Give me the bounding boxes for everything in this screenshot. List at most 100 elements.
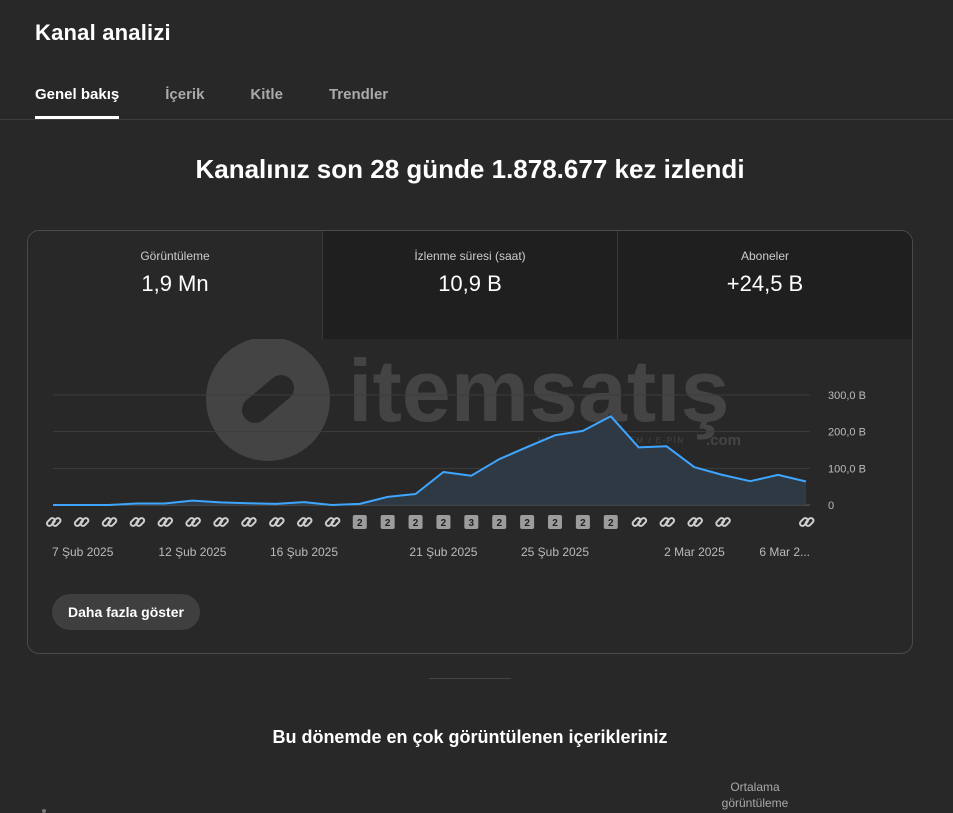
x-tick-label: 6 Mar 2... bbox=[759, 545, 810, 559]
video-count-badge-label: 2 bbox=[524, 518, 530, 529]
link-ring-icon bbox=[302, 517, 313, 527]
link-ring-icon bbox=[274, 517, 285, 527]
video-count-badge-bg bbox=[520, 515, 535, 529]
link-ring-icon bbox=[804, 517, 815, 527]
video-count-badge-label: 2 bbox=[608, 518, 614, 529]
link-ring-icon bbox=[665, 517, 676, 527]
overview-card: Görüntüleme 1,9 Mn İzlenme süresi (saat)… bbox=[27, 230, 913, 654]
tab-content[interactable]: İçerik bbox=[165, 86, 205, 103]
video-count-badge: 2 bbox=[436, 515, 451, 529]
watermark-brand: itemsatış bbox=[348, 341, 730, 440]
video-link-icon bbox=[715, 517, 731, 527]
metric-views-label: Görüntüleme bbox=[140, 249, 210, 263]
video-count-badge-label: 2 bbox=[385, 518, 391, 529]
video-link-icon bbox=[73, 517, 90, 527]
metric-subscribers[interactable]: Aboneler +24,5 B bbox=[617, 231, 912, 339]
tab-overview[interactable]: Genel bakış bbox=[35, 86, 120, 119]
video-count-badge-bg bbox=[548, 515, 562, 529]
watermark-logo-icon bbox=[206, 339, 330, 461]
video-count-badge: 2 bbox=[352, 515, 367, 529]
avg-views-header-line1: Ortalama bbox=[730, 780, 780, 794]
video-link-icon bbox=[129, 517, 146, 527]
y-tick-label: 300,0 B bbox=[828, 390, 866, 402]
x-tick-label: 2 Mar 2025 bbox=[664, 545, 725, 559]
video-link-icon bbox=[241, 517, 257, 527]
metric-watch-time-value: 10,9 B bbox=[438, 271, 502, 296]
link-ring-icon bbox=[246, 517, 257, 527]
video-count-badge-label: 3 bbox=[469, 518, 475, 529]
video-count-badge: 2 bbox=[380, 515, 395, 529]
page-title: Kanal analizi bbox=[35, 20, 171, 45]
views-chart: itemsatış HESAP / SKIN / İTEM / E-PİN .c… bbox=[45, 339, 866, 559]
video-count-badge-bg bbox=[436, 515, 451, 529]
video-link-icon bbox=[631, 517, 648, 527]
video-count-badge: 2 bbox=[408, 515, 423, 529]
list-bullet-icon bbox=[42, 809, 46, 813]
link-ring-icon bbox=[218, 517, 229, 527]
avg-views-header-line2: görüntüleme bbox=[721, 796, 789, 810]
headline: Kanalınız son 28 günde 1.878.677 kez izl… bbox=[195, 154, 745, 184]
video-count-badge: 2 bbox=[575, 515, 590, 529]
video-link-icon bbox=[213, 517, 229, 527]
section-divider bbox=[429, 678, 511, 679]
video-count-badge-bg bbox=[352, 515, 367, 529]
video-count-badge-bg bbox=[603, 515, 618, 529]
link-ring-icon bbox=[637, 517, 648, 527]
video-count-badge-bg bbox=[464, 515, 479, 529]
x-tick-label: 7 Şub 2025 bbox=[52, 545, 114, 559]
y-tick-label: 100,0 B bbox=[828, 463, 866, 475]
section-title: Bu dönemde en çok görüntülenen içerikler… bbox=[272, 727, 668, 747]
link-ring-icon bbox=[693, 517, 703, 527]
x-tick-label: 16 Şub 2025 bbox=[270, 545, 338, 559]
video-count-badge: 2 bbox=[603, 515, 618, 529]
video-link-icon bbox=[185, 517, 201, 527]
tab-audience[interactable]: Kitle bbox=[250, 86, 283, 103]
video-link-icon bbox=[687, 517, 703, 527]
series-line bbox=[53, 415, 807, 506]
video-link-icon bbox=[45, 517, 62, 527]
link-ring-icon bbox=[720, 517, 731, 527]
video-count-badge-label: 2 bbox=[496, 518, 502, 529]
metric-subscribers-value: +24,5 B bbox=[726, 271, 804, 296]
video-link-icon bbox=[269, 517, 285, 527]
y-tick-label: 200,0 B bbox=[828, 427, 866, 439]
tab-trends[interactable]: Trendler bbox=[328, 86, 389, 103]
x-tick-label: 25 Şub 2025 bbox=[521, 545, 589, 559]
video-count-badge: 2 bbox=[520, 515, 535, 529]
watermark-suffix: .com bbox=[706, 432, 741, 449]
video-count-badge-label: 2 bbox=[357, 518, 363, 529]
metric-watch-time[interactable]: İzlenme süresi (saat) 10,9 B bbox=[322, 231, 617, 339]
metric-subscribers-label: Aboneler bbox=[740, 249, 790, 263]
link-ring-icon bbox=[79, 517, 90, 527]
y-tick-label: 0 bbox=[828, 500, 834, 512]
video-count-badge-bg bbox=[492, 515, 507, 529]
tab-bar: Genel bakış İçerik Kitle Trendler bbox=[35, 86, 434, 119]
video-count-badge-label: 2 bbox=[580, 518, 586, 529]
video-link-icon bbox=[157, 517, 174, 527]
video-link-icon bbox=[798, 517, 815, 527]
link-ring-icon bbox=[163, 517, 174, 527]
video-count-badge-bg bbox=[575, 515, 590, 529]
watermark: itemsatış HESAP / SKIN / İTEM / E-PİN .c… bbox=[206, 339, 741, 461]
area-fill bbox=[53, 416, 806, 505]
video-link-icon bbox=[659, 517, 676, 527]
video-link-icon bbox=[296, 517, 313, 527]
link-ring-icon bbox=[330, 517, 341, 527]
x-tick-label: 12 Şub 2025 bbox=[158, 545, 226, 559]
video-count-badge-label: 2 bbox=[552, 518, 558, 529]
link-ring-icon bbox=[107, 517, 118, 527]
metric-views[interactable]: Görüntüleme 1,9 Mn bbox=[28, 231, 322, 339]
show-more-button[interactable]: Daha fazla göster bbox=[52, 594, 200, 630]
tab-divider bbox=[0, 119, 953, 120]
link-ring-icon bbox=[51, 517, 62, 527]
video-count-badge: 3 bbox=[464, 515, 479, 529]
video-count-badge-label: 2 bbox=[441, 518, 447, 529]
video-count-badge: 2 bbox=[548, 515, 562, 529]
video-count-badge-bg bbox=[408, 515, 423, 529]
metric-watch-time-label: İzlenme süresi (saat) bbox=[414, 249, 526, 263]
link-ring-icon bbox=[191, 517, 201, 527]
video-count-badge-label: 2 bbox=[413, 518, 419, 529]
video-link-icon bbox=[324, 517, 341, 527]
metric-tabs: Görüntüleme 1,9 Mn İzlenme süresi (saat)… bbox=[28, 231, 912, 339]
metric-views-value: 1,9 Mn bbox=[141, 271, 209, 296]
